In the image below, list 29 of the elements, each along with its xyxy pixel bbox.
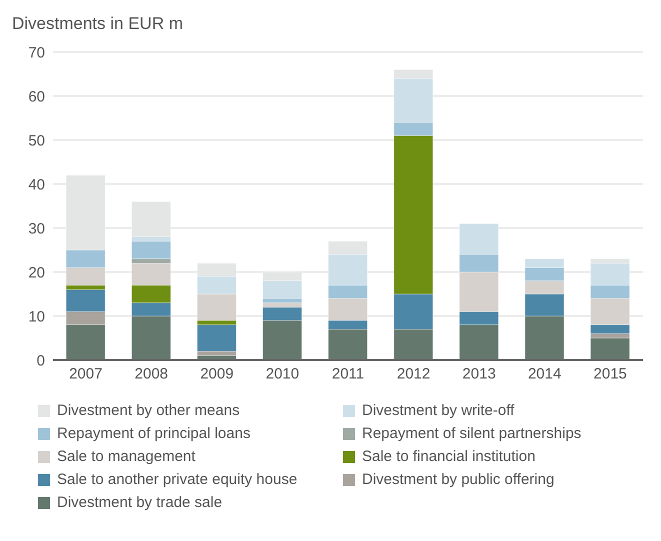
- legend-label: Divestment by write-off: [362, 402, 514, 419]
- x-tick-label: 2009: [200, 366, 234, 383]
- y-tick-label: 10: [28, 308, 45, 326]
- legend-label: Sale to management: [57, 448, 196, 465]
- x-tick-label: 2013: [462, 366, 496, 383]
- y-tick-label: 0: [36, 352, 45, 370]
- y-tick-label: 50: [28, 132, 45, 150]
- x-tick-label: 2010: [266, 366, 300, 383]
- x-tick-label: 2015: [594, 366, 627, 383]
- y-tick-label: 20: [28, 264, 45, 282]
- legend-label: Divestment by trade sale: [57, 494, 222, 511]
- legend-label: Repayment of silent partnerships: [362, 425, 582, 442]
- y-tick-label: 70: [28, 44, 45, 62]
- x-tick-label: 2014: [528, 366, 562, 383]
- y-tick-label: 30: [28, 220, 45, 238]
- x-tick-label: 2012: [396, 366, 430, 383]
- bar: [131, 240, 171, 260]
- legend-label: Sale to financial institution: [362, 448, 536, 465]
- x-tick-label: 2011: [332, 366, 364, 383]
- bar: [590, 338, 630, 360]
- x-tick-label: 2008: [134, 366, 168, 383]
- y-tick-label: 40: [28, 176, 45, 194]
- chart-title: Divestments in EUR m: [11, 13, 184, 34]
- legend-label: Repayment of principal loans: [57, 425, 250, 442]
- x-tick-label: 2007: [69, 366, 102, 383]
- legend-label: Divestment by other means: [57, 402, 240, 419]
- legend-label: Sale to another private equity house: [57, 471, 298, 488]
- y-tick-label: 60: [28, 88, 45, 106]
- legend-label: Divestment by public offering: [362, 471, 554, 488]
